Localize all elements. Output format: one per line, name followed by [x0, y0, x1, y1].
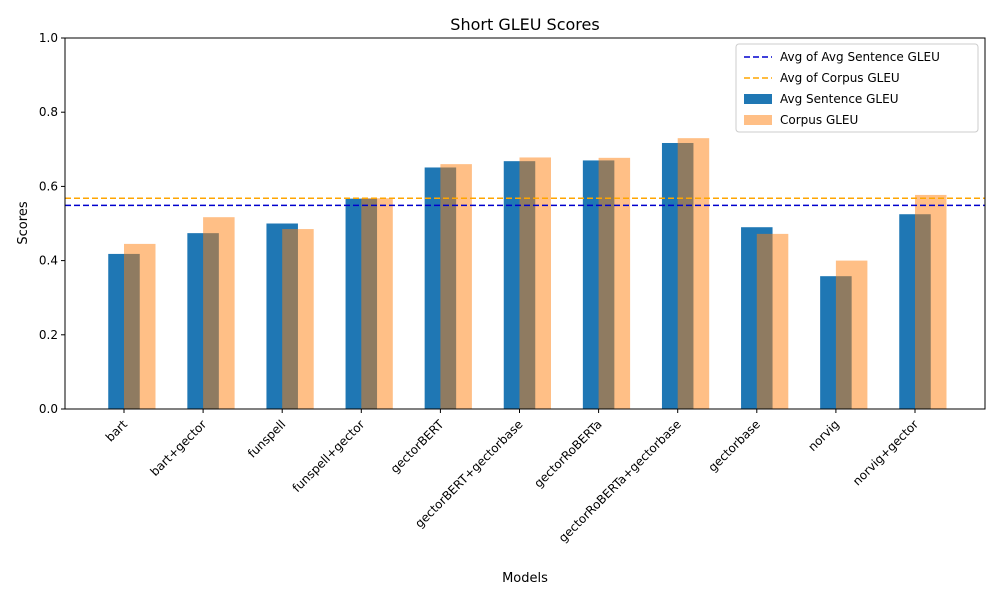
- x-tick-label-norvig: norvig: [805, 417, 842, 454]
- legend-label: Avg of Avg Sentence GLEU: [780, 50, 940, 64]
- y-tick-label: 0.4: [39, 254, 58, 268]
- chart-title: Short GLEU Scores: [450, 15, 599, 34]
- legend-label: Avg of Corpus GLEU: [780, 71, 900, 85]
- x-tick-label-norvig+gector: norvig+gector: [850, 417, 921, 488]
- y-tick-label: 0.8: [39, 105, 58, 119]
- y-tick-label: 0.6: [39, 179, 58, 193]
- legend-label: Corpus GLEU: [780, 113, 858, 127]
- legend-swatch: [744, 94, 772, 104]
- x-tick-label-bart: bart: [103, 417, 131, 445]
- y-tick-label: 1.0: [39, 31, 58, 45]
- x-tick-label-funspell+gector: funspell+gector: [290, 417, 368, 495]
- x-tick-label-bart+gector: bart+gector: [148, 417, 210, 479]
- y-tick-label: 0.2: [39, 328, 58, 342]
- axes-frame: [64, 37, 986, 410]
- bar-corpus-funspell+gector: [361, 198, 393, 409]
- bar-corpus-gectorBERT: [440, 164, 472, 409]
- bar-corpus-gectorbase: [756, 233, 789, 409]
- x-tick-label-funspell: funspell: [245, 417, 288, 460]
- bar-corpus-gectorBERT+gectorbase: [519, 157, 551, 409]
- y-axis-label: Scores: [16, 201, 31, 244]
- y-tick-label: 0.0: [39, 402, 58, 416]
- bar-corpus-bart+gector: [203, 217, 235, 409]
- bar-corpus-gectorRoBERTa: [598, 157, 631, 409]
- legend: Avg of Avg Sentence GLEU Avg of Corpus GL…: [735, 43, 979, 133]
- x-tick-label-gectorRoBERTa: gectorRoBERTa: [531, 417, 604, 490]
- bar-corpus-norvig+gector: [915, 194, 947, 409]
- bar-corpus-bart: [124, 243, 156, 409]
- x-tick-label-gectorbase: gectorbase: [706, 417, 763, 474]
- bar-corpus-norvig: [835, 260, 868, 409]
- legend-label: Avg Sentence GLEU: [780, 92, 898, 106]
- x-tick-label-gectorBERT: gectorBERT: [388, 417, 447, 476]
- legend-swatch: [744, 115, 772, 125]
- bar-corpus-funspell: [282, 229, 314, 409]
- legend-box: [735, 43, 979, 133]
- x-axis-label: Models: [502, 571, 548, 586]
- bar-corpus-gectorRoBERTa+gectorbase: [677, 138, 710, 410]
